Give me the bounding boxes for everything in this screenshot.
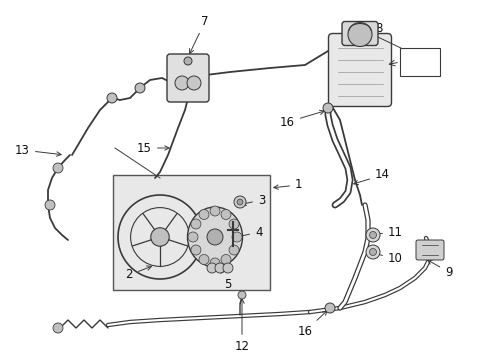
Circle shape: [206, 229, 223, 245]
Circle shape: [325, 303, 334, 313]
Circle shape: [347, 22, 371, 46]
Text: 8: 8: [348, 22, 382, 35]
Text: 2: 2: [125, 266, 151, 282]
Circle shape: [187, 232, 198, 242]
Circle shape: [237, 199, 243, 205]
Text: 14: 14: [353, 168, 389, 185]
Circle shape: [223, 263, 232, 273]
Circle shape: [228, 219, 239, 229]
Circle shape: [135, 83, 145, 93]
Bar: [113, 175, 269, 290]
Circle shape: [228, 245, 239, 255]
Text: 4: 4: [236, 225, 262, 238]
Circle shape: [369, 231, 376, 238]
Circle shape: [183, 57, 192, 65]
Text: 12: 12: [234, 299, 249, 353]
Circle shape: [107, 93, 117, 103]
Text: 16: 16: [297, 311, 326, 338]
Circle shape: [231, 232, 242, 242]
Circle shape: [53, 163, 63, 173]
FancyBboxPatch shape: [415, 240, 443, 260]
Circle shape: [45, 200, 55, 210]
Text: 3: 3: [241, 194, 265, 207]
Circle shape: [238, 291, 245, 299]
Text: 13: 13: [15, 144, 61, 157]
Circle shape: [190, 245, 201, 255]
Text: 16: 16: [280, 110, 324, 129]
Circle shape: [150, 228, 169, 246]
Circle shape: [323, 103, 332, 113]
FancyBboxPatch shape: [341, 22, 377, 45]
Circle shape: [234, 196, 245, 208]
Text: 6: 6: [421, 55, 428, 68]
Circle shape: [209, 258, 220, 268]
Circle shape: [365, 245, 379, 259]
FancyBboxPatch shape: [167, 54, 208, 102]
Ellipse shape: [187, 207, 242, 267]
Text: 9: 9: [427, 260, 451, 279]
FancyBboxPatch shape: [328, 33, 391, 107]
Circle shape: [199, 255, 208, 265]
Text: 10: 10: [369, 252, 402, 265]
Circle shape: [53, 323, 63, 333]
Circle shape: [199, 210, 208, 220]
Circle shape: [365, 228, 379, 242]
Circle shape: [209, 206, 220, 216]
Circle shape: [221, 210, 230, 220]
Bar: [399, 48, 439, 76]
Text: 7: 7: [189, 15, 208, 54]
Text: 1: 1: [273, 179, 302, 192]
Text: 15: 15: [137, 141, 169, 154]
Circle shape: [221, 255, 230, 265]
Circle shape: [215, 263, 224, 273]
Circle shape: [369, 248, 376, 256]
Circle shape: [206, 263, 217, 273]
Text: 5: 5: [221, 269, 231, 291]
Circle shape: [186, 76, 201, 90]
Text: 11: 11: [369, 225, 402, 238]
Circle shape: [175, 76, 189, 90]
Circle shape: [190, 219, 201, 229]
